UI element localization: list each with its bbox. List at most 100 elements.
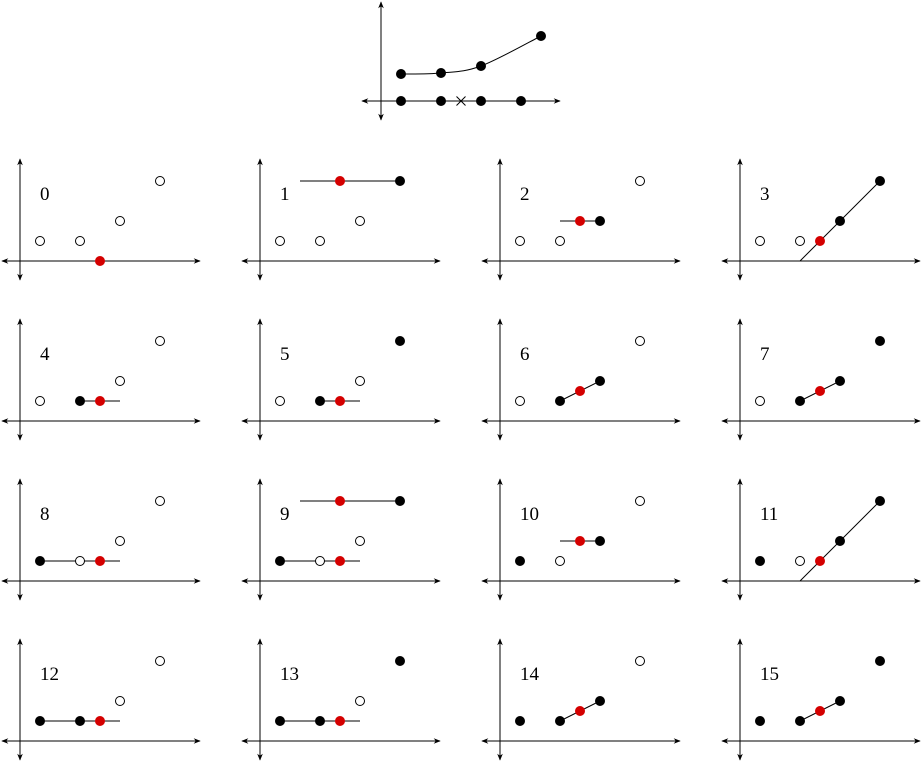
panel-15: 15: [721, 638, 921, 761]
highlight-point-4: [575, 216, 585, 226]
open-point-0: [515, 236, 525, 246]
top-curve-point-3: [536, 31, 546, 41]
panel-label: 6: [520, 344, 530, 365]
open-point-1: [75, 556, 85, 566]
highlight-point-4: [815, 236, 825, 246]
open-point-2: [115, 216, 125, 226]
highlight-point-4: [95, 396, 105, 406]
filled-point-3: [875, 496, 885, 506]
panel-label: 8: [40, 504, 50, 525]
open-point-0: [275, 396, 285, 406]
filled-point-3: [875, 656, 885, 666]
open-point-2: [355, 216, 365, 226]
filled-point-2: [595, 696, 605, 706]
open-point-0: [35, 236, 45, 246]
open-point-1: [315, 236, 325, 246]
panel-1: 1: [241, 158, 441, 281]
open-point-0: [35, 396, 45, 406]
filled-point-1: [555, 396, 565, 406]
open-point-2: [115, 696, 125, 706]
highlight-point-4: [335, 716, 345, 726]
panel-12: 12: [1, 638, 201, 761]
open-point-2: [355, 376, 365, 386]
open-point-1: [315, 556, 325, 566]
panel-10: 10: [481, 478, 681, 601]
panel-label: 5: [280, 344, 290, 365]
filled-point-3: [395, 656, 405, 666]
filled-point-1: [795, 396, 805, 406]
panel-4: 4: [1, 318, 201, 441]
top-axis-point-1: [436, 96, 446, 106]
panel-5: 5: [241, 318, 441, 441]
filled-point-3: [875, 176, 885, 186]
open-point-1: [795, 556, 805, 566]
top-diagram: [361, 1, 561, 121]
open-point-1: [795, 236, 805, 246]
filled-point-2: [595, 536, 605, 546]
open-point-3: [635, 496, 645, 506]
highlight-point-4: [575, 536, 585, 546]
open-point-3: [635, 176, 645, 186]
top-curve-point-2: [476, 61, 486, 71]
open-point-1: [75, 236, 85, 246]
top-curve-point-0: [396, 69, 406, 79]
highlight-point-4: [575, 706, 585, 716]
filled-point-0: [35, 556, 45, 566]
filled-point-1: [75, 716, 85, 726]
filled-point-2: [595, 216, 605, 226]
filled-point-1: [75, 396, 85, 406]
top-curve-point-1: [436, 68, 446, 78]
filled-point-0: [755, 556, 765, 566]
highlight-point-4: [815, 706, 825, 716]
highlight-point-4: [95, 556, 105, 566]
panel-label: 2: [520, 184, 530, 205]
open-point-3: [635, 656, 645, 666]
panel-label: 3: [760, 184, 770, 205]
panel-14: 14: [481, 638, 681, 761]
open-point-0: [275, 236, 285, 246]
panel-label: 0: [40, 184, 50, 205]
panel-3: 3: [721, 158, 921, 281]
highlight-point-5: [335, 496, 345, 506]
filled-point-0: [515, 556, 525, 566]
highlight-point-4: [335, 396, 345, 406]
panel-6: 6: [481, 318, 681, 441]
highlight-point-4: [575, 386, 585, 396]
panel-label: 9: [280, 504, 290, 525]
open-point-3: [635, 336, 645, 346]
highlight-point-4: [815, 556, 825, 566]
highlight-point-4: [335, 176, 345, 186]
filled-point-0: [35, 716, 45, 726]
panel-13: 13: [241, 638, 441, 761]
open-point-2: [115, 536, 125, 546]
filled-point-2: [835, 376, 845, 386]
top-curve: [400, 35, 542, 75]
filled-point-2: [835, 216, 845, 226]
open-point-2: [355, 536, 365, 546]
filled-point-3: [395, 496, 405, 506]
filled-point-0: [515, 716, 525, 726]
top-axis-point-3: [516, 96, 526, 106]
filled-point-0: [755, 716, 765, 726]
open-point-3: [155, 176, 165, 186]
panel-label: 12: [40, 664, 59, 685]
panel-2: 2: [481, 158, 681, 281]
filled-point-0: [275, 556, 285, 566]
top-axis-point-0: [396, 96, 406, 106]
open-point-2: [355, 696, 365, 706]
filled-point-2: [835, 536, 845, 546]
filled-point-2: [595, 376, 605, 386]
filled-point-3: [395, 176, 405, 186]
panel-label: 14: [520, 664, 540, 685]
panel-label: 4: [40, 344, 50, 365]
panel-label: 15: [760, 664, 779, 685]
open-point-3: [155, 656, 165, 666]
open-point-1: [555, 556, 565, 566]
panel-8: 8: [1, 478, 201, 601]
open-point-3: [155, 496, 165, 506]
highlight-point-4: [95, 716, 105, 726]
open-point-0: [755, 396, 765, 406]
filled-point-1: [555, 716, 565, 726]
